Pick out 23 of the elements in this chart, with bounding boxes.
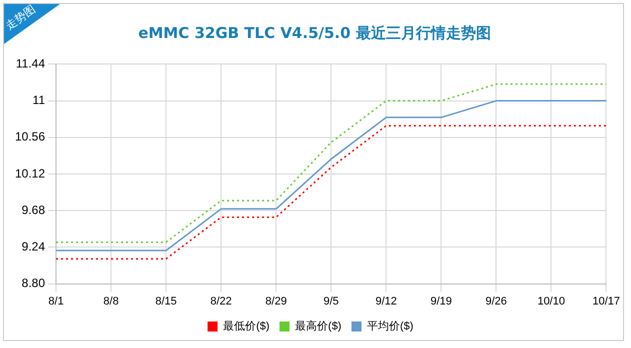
y-tick-label: 9.68 [22, 202, 46, 217]
x-tick-label: 9/19 [430, 295, 452, 308]
x-tick-label: 8/1 [48, 295, 64, 308]
x-tick-label: 8/8 [103, 295, 119, 308]
x-tick-label: 8/29 [265, 295, 287, 308]
x-tick-label: 8/22 [210, 295, 232, 308]
y-tick-label: 11 [32, 93, 46, 108]
legend-label: 最低价($) [223, 320, 270, 333]
text: 走势图 [3, 3, 38, 34]
x-tick-label: 10/17 [592, 295, 620, 308]
y-tick-label: 11.44 [16, 56, 46, 71]
x-tick-label: 9/12 [375, 295, 397, 308]
x-tick-label: 10/10 [537, 295, 565, 308]
x-tick-label: 9/26 [485, 295, 507, 308]
y-tick-label: 8.80 [22, 276, 46, 290]
y-tick-label: 10.56 [15, 130, 46, 144]
legend-label: 平均价($) [366, 320, 414, 333]
legend-label: 最高价($) [295, 320, 342, 333]
x-tick-label: 8/15 [155, 295, 177, 308]
y-tick-label: 9.24 [22, 240, 46, 254]
y-tick-label: 10.12 [15, 166, 46, 180]
chart-title: eMMC 32GB TLC V4.5/5.0 最近三月行情走势图 [138, 24, 491, 42]
x-tick-label: 9/5 [323, 295, 339, 308]
